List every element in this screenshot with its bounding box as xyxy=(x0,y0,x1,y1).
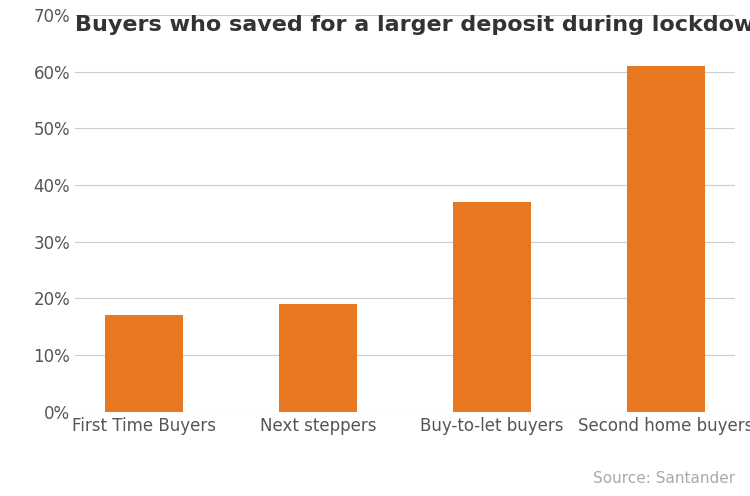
Bar xyxy=(105,315,183,412)
Text: Source: Santander: Source: Santander xyxy=(592,471,735,486)
Bar xyxy=(279,304,357,412)
Bar xyxy=(627,66,705,412)
Text: Buyers who saved for a larger deposit during lockdown: Buyers who saved for a larger deposit du… xyxy=(75,15,750,35)
Bar xyxy=(453,202,531,412)
